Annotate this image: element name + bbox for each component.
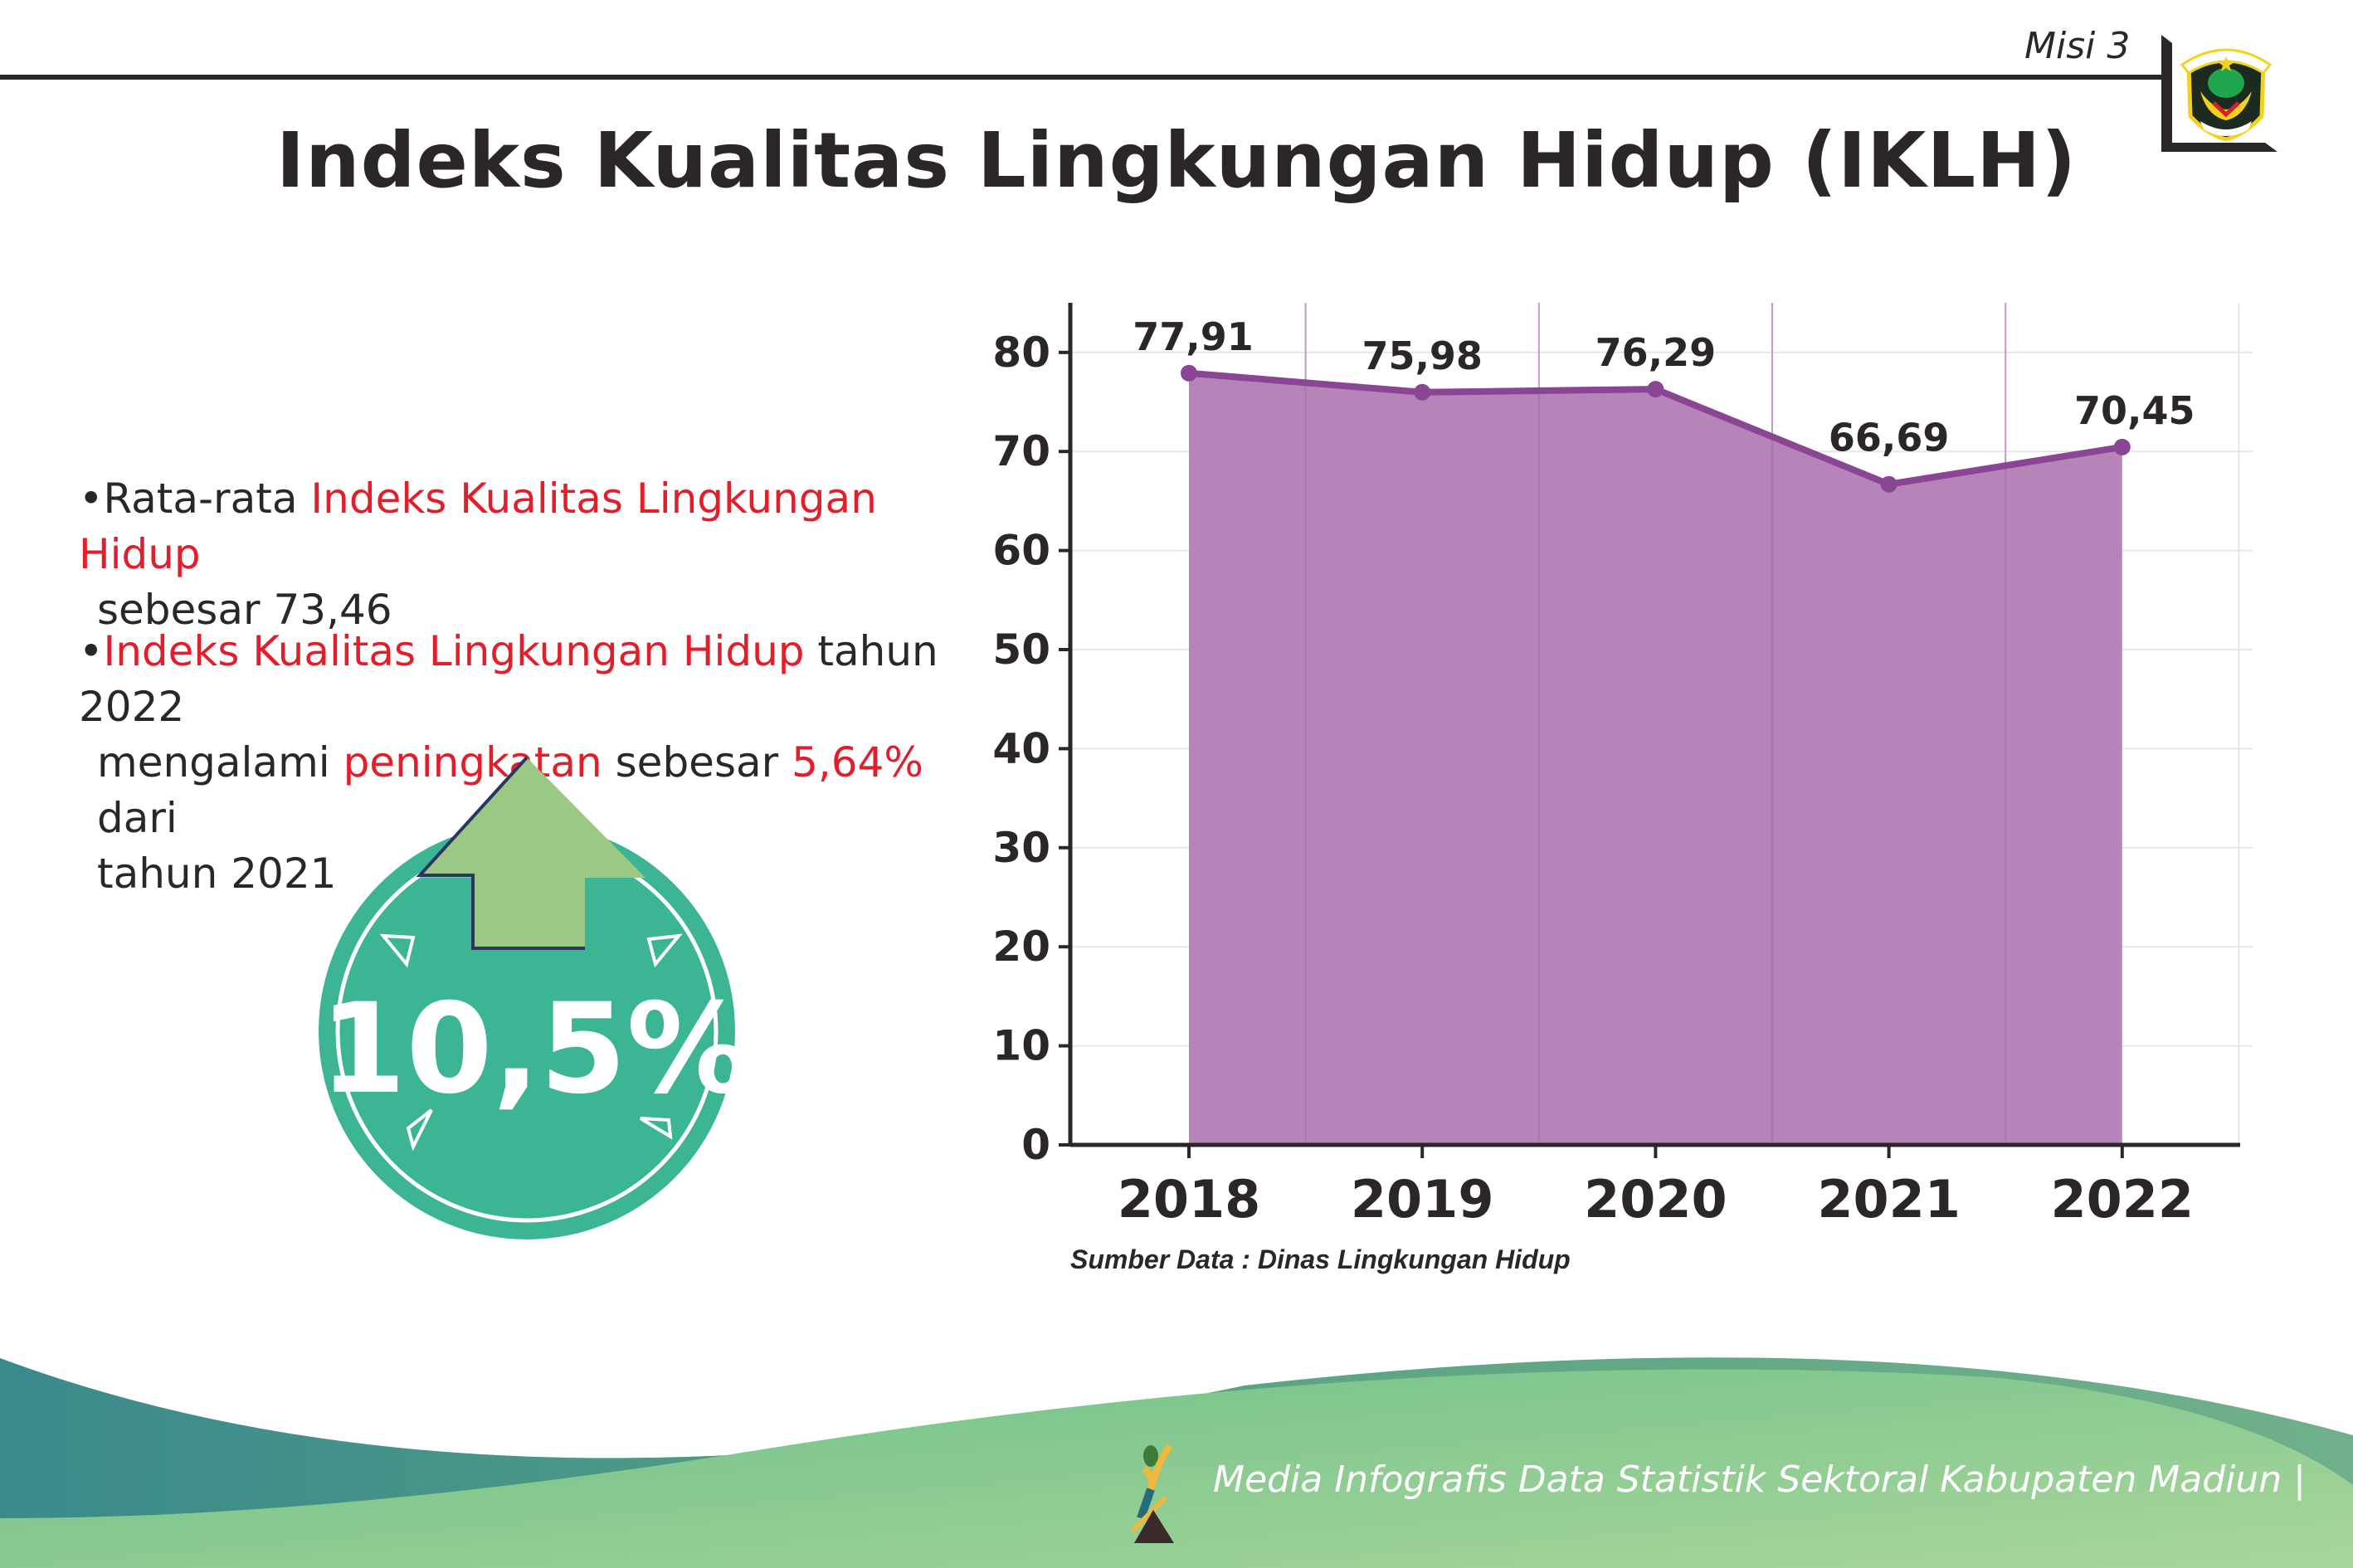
data-label: 70,45 xyxy=(2074,388,2195,433)
x-tick-label: 2020 xyxy=(1584,1169,1727,1230)
badge-circle xyxy=(319,823,735,1239)
increase-badge xyxy=(319,756,735,1239)
area-fill xyxy=(1189,373,2122,1145)
footer-wave xyxy=(0,1357,2353,1568)
data-label: 76,29 xyxy=(1595,330,1717,375)
header-frame xyxy=(0,35,2277,152)
bullet-text: tahun 2022 xyxy=(79,627,938,731)
x-tick-label: 2022 xyxy=(2051,1169,2195,1230)
bullet-highlight: 5,64% xyxy=(792,738,923,786)
x-tick-label: 2019 xyxy=(1351,1169,1494,1230)
bullet-highlight: peningkatan xyxy=(343,738,602,786)
data-point xyxy=(1414,383,1431,401)
bullet-average: •Rata-rata Indeks Kualitas Lingkungan Hi… xyxy=(79,471,991,638)
misi-label: Misi 3 xyxy=(2024,25,2131,67)
header-rule xyxy=(0,75,2167,80)
data-label: 77,91 xyxy=(1133,314,1254,359)
x-tick-label: 2018 xyxy=(1118,1169,1261,1230)
y-tick-label: 20 xyxy=(992,923,1050,971)
y-tick-label: 80 xyxy=(992,329,1050,377)
y-tick-label: 70 xyxy=(992,427,1050,475)
bullet-text: tahun 2021 xyxy=(97,850,337,898)
data-label: 66,69 xyxy=(1829,416,1950,460)
x-tick-label: 2021 xyxy=(1817,1169,1961,1230)
statistik-mascot-icon xyxy=(1130,1444,1174,1543)
bullet-text: sebesar 73,46 xyxy=(97,586,392,634)
bullet-increase: •Indeks Kualitas Lingkungan Hidup tahun … xyxy=(79,624,950,902)
bullet-dot: • xyxy=(79,627,104,675)
bullet-text: sebesar xyxy=(602,738,792,786)
data-source: Sumber Data : Dinas Lingkungan Hidup xyxy=(1070,1244,1571,1274)
y-tick-label: 30 xyxy=(992,824,1050,872)
arrow-up-icon xyxy=(416,756,645,950)
y-tick-label: 40 xyxy=(992,724,1050,772)
data-point xyxy=(1181,364,1197,382)
footer-tagline: Media Infografis Data Statistik Sektoral… xyxy=(1213,1458,2306,1501)
sparkle-marks xyxy=(379,933,683,1152)
bullet-highlight: Indeks Kualitas Lingkungan Hidup xyxy=(103,627,805,675)
y-tick-label: 60 xyxy=(992,527,1050,575)
data-point xyxy=(1647,381,1664,398)
y-tick-label: 10 xyxy=(992,1022,1050,1070)
data-point xyxy=(2113,438,2131,455)
bullet-highlight: Indeks Kualitas Lingkungan Hidup xyxy=(79,475,877,578)
y-tick-label: 0 xyxy=(1021,1121,1050,1169)
page-title: Indeks Kualitas Lingkungan Hidup (IKLH) xyxy=(275,116,2078,205)
kabupaten-madiun-logo xyxy=(2180,48,2273,142)
badge-value: 10,5% xyxy=(319,977,752,1122)
bullet-text: dari xyxy=(97,794,178,842)
y-tick-label: 50 xyxy=(992,626,1050,674)
data-label: 75,98 xyxy=(1362,334,1483,378)
bullet-text: •Rata-rata xyxy=(79,475,311,523)
bullet-text: mengalami xyxy=(97,738,343,786)
data-point xyxy=(1880,475,1898,493)
